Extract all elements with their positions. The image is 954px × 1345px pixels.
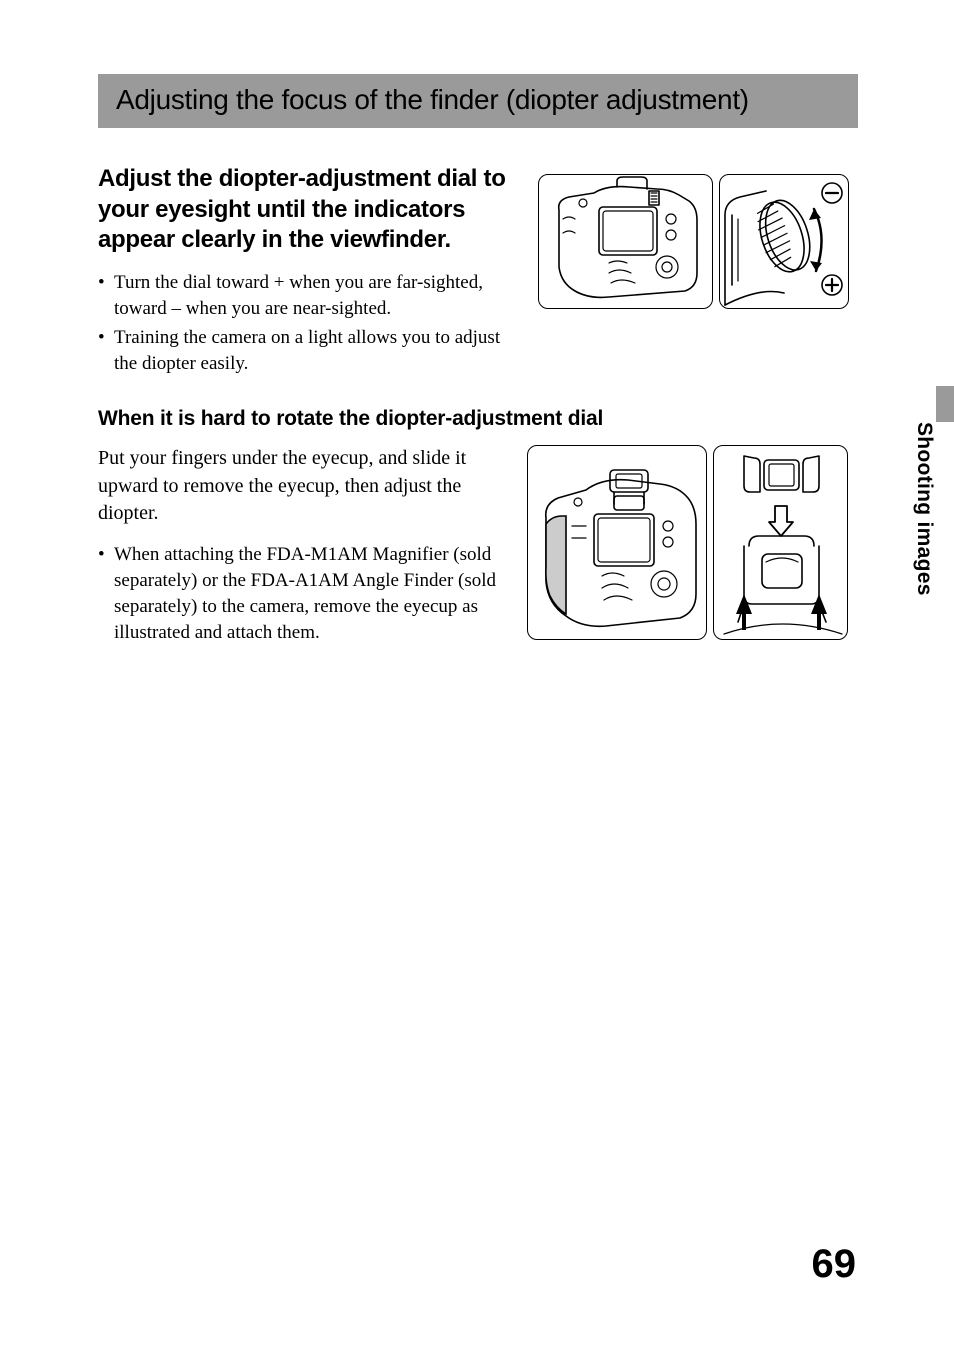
- title-bar: Adjusting the focus of the finder (diopt…: [98, 74, 858, 128]
- figure-diopter-closeup-icon: [719, 174, 849, 309]
- side-tab: Shooting images: [914, 386, 954, 616]
- figure-eyecup-slide-icon: [713, 445, 848, 640]
- section-adjust-dial: Adjust the diopter-adjustment dial to yo…: [98, 164, 858, 379]
- side-tab-label: Shooting images: [912, 422, 936, 596]
- page-number: 69: [812, 1242, 857, 1287]
- figure-camera-eyecup-icon: [527, 445, 707, 640]
- section1-figure: [538, 164, 858, 379]
- section1-bullets: Turn the dial toward + when you are far-…: [98, 270, 518, 377]
- page-title: Adjusting the focus of the finder (diopt…: [116, 84, 840, 116]
- bullet-item: When attaching the FDA-M1AM Magnifier (s…: [98, 542, 503, 647]
- section2-para: Put your fingers under the eyecup, and s…: [98, 445, 503, 528]
- figure-camera-rear-icon: [538, 174, 713, 309]
- section-hard-to-rotate: When it is hard to rotate the diopter-ad…: [98, 407, 858, 649]
- section2-bullets: When attaching the FDA-M1AM Magnifier (s…: [98, 542, 503, 647]
- bullet-item: Turn the dial toward + when you are far-…: [98, 270, 518, 322]
- section1-heading: Adjust the diopter-adjustment dial to yo…: [98, 164, 518, 256]
- page-content: Adjusting the focus of the finder (diopt…: [98, 74, 858, 649]
- section2-heading: When it is hard to rotate the diopter-ad…: [98, 407, 858, 431]
- bullet-item: Training the camera on a light allows yo…: [98, 325, 518, 377]
- side-tab-marker: [936, 386, 954, 422]
- section2-figure: [527, 445, 848, 649]
- section2-text: Put your fingers under the eyecup, and s…: [98, 445, 503, 649]
- section1-text: Adjust the diopter-adjustment dial to yo…: [98, 164, 518, 379]
